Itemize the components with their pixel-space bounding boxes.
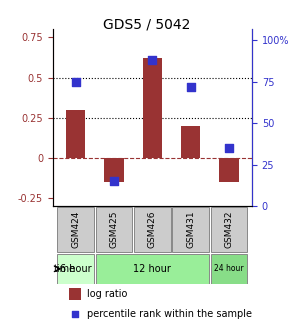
- FancyBboxPatch shape: [57, 254, 94, 284]
- Bar: [181, 126, 200, 158]
- Text: GSM424: GSM424: [71, 211, 80, 248]
- Point: [150, 58, 155, 63]
- FancyBboxPatch shape: [211, 207, 247, 252]
- Bar: [219, 158, 239, 182]
- Point: [73, 79, 78, 84]
- FancyBboxPatch shape: [96, 254, 209, 284]
- Point: [188, 84, 193, 90]
- Text: GDS5 / 5042: GDS5 / 5042: [103, 18, 190, 32]
- Bar: [105, 158, 124, 182]
- Text: log ratio: log ratio: [87, 289, 127, 299]
- FancyBboxPatch shape: [96, 207, 132, 252]
- Text: 24 hour: 24 hour: [214, 264, 244, 273]
- FancyBboxPatch shape: [172, 207, 209, 252]
- FancyBboxPatch shape: [211, 254, 247, 284]
- Text: GSM425: GSM425: [110, 211, 119, 248]
- Text: GSM431: GSM431: [186, 211, 195, 249]
- Text: percentile rank within the sample: percentile rank within the sample: [87, 309, 252, 319]
- Text: GSM426: GSM426: [148, 211, 157, 248]
- Bar: [69, 288, 81, 300]
- Text: time: time: [54, 264, 76, 274]
- Point: [112, 179, 116, 184]
- Bar: [66, 110, 85, 158]
- FancyBboxPatch shape: [134, 207, 171, 252]
- FancyBboxPatch shape: [57, 207, 94, 252]
- Text: 6 hour: 6 hour: [60, 264, 91, 274]
- Point: [227, 146, 231, 151]
- Text: GSM432: GSM432: [224, 211, 234, 248]
- Text: 12 hour: 12 hour: [133, 264, 171, 274]
- Bar: [143, 58, 162, 158]
- Point: [72, 311, 77, 317]
